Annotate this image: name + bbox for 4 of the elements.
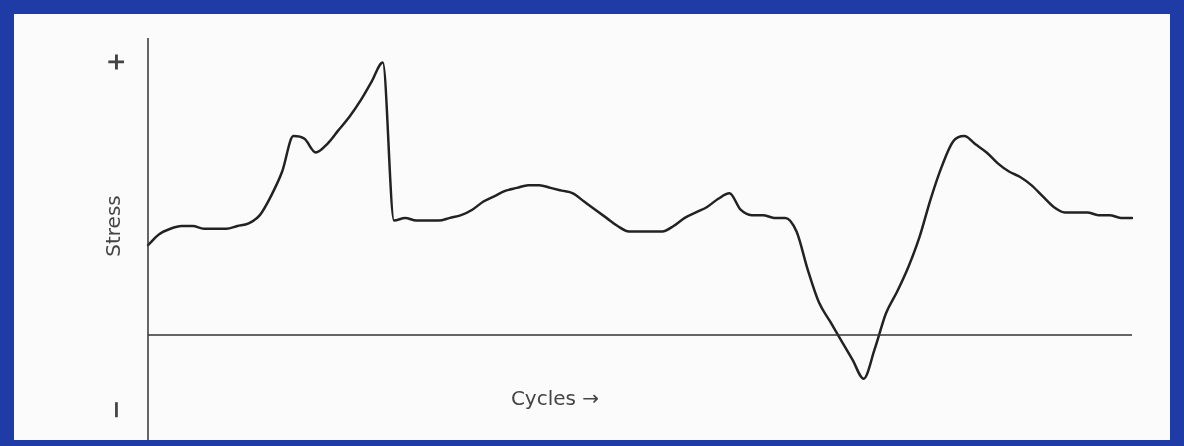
text: − [102,399,131,421]
text: + [102,51,131,73]
x-axis-title: Cycles → [510,386,600,411]
y-axis-title: Stress [101,195,126,257]
